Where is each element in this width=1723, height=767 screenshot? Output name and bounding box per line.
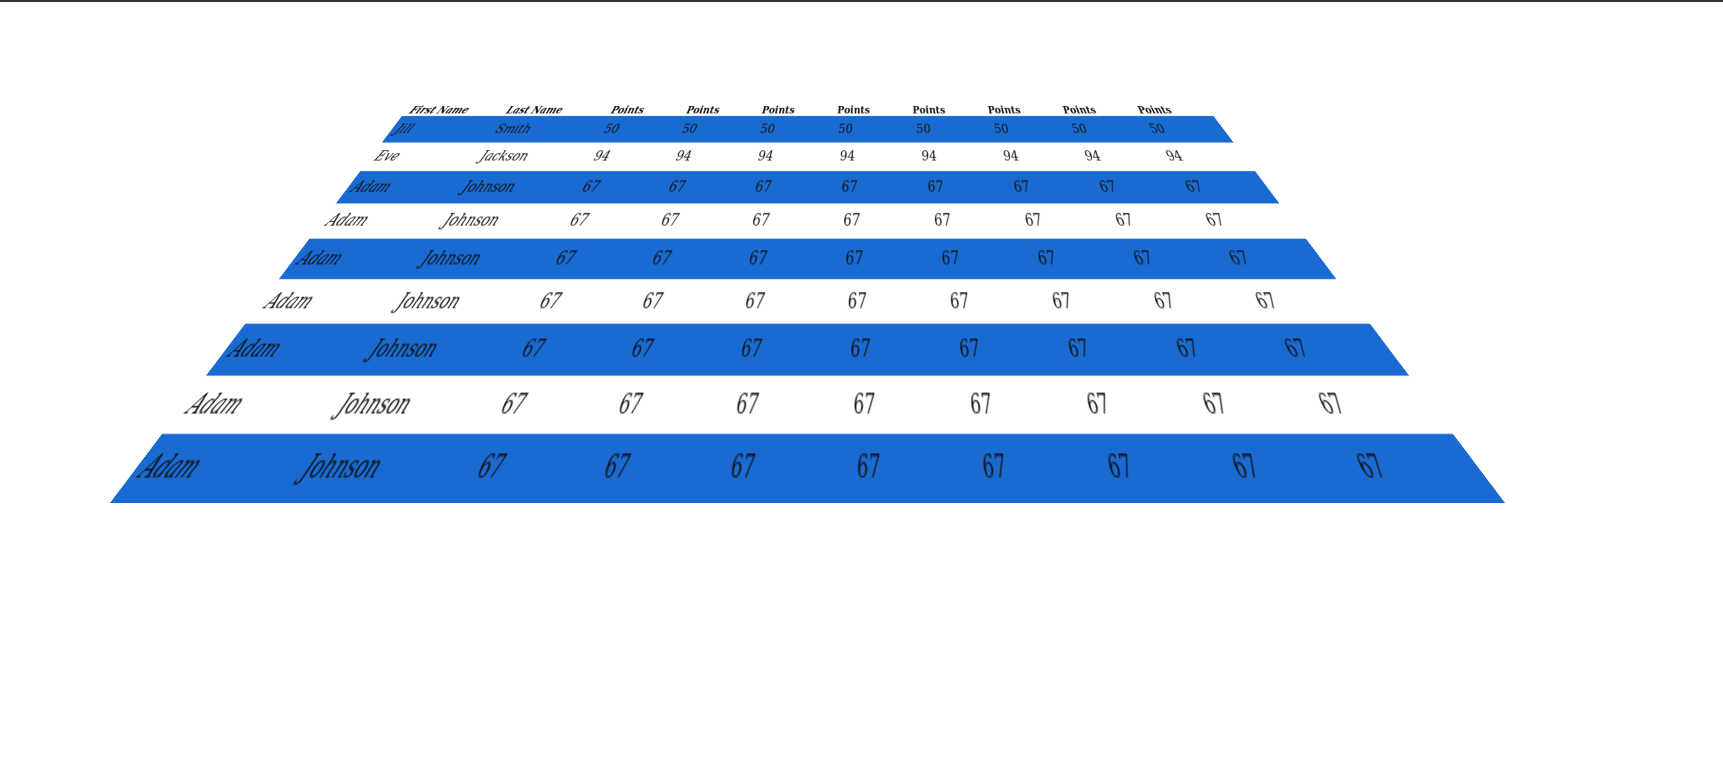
first-name-cell: Eve bbox=[360, 142, 484, 171]
points-cell: 67 bbox=[543, 239, 652, 279]
column-header: Points bbox=[681, 104, 758, 116]
points-cell: 50 bbox=[595, 116, 681, 142]
points-cell: 67 bbox=[727, 375, 848, 434]
table-row: Jill Smith 50 50 50 50 50 50 50 50 bbox=[382, 116, 1233, 142]
points-cell: 50 bbox=[985, 116, 1073, 142]
points-cell: 94 bbox=[1153, 142, 1255, 171]
points-cell: 67 bbox=[948, 324, 1070, 375]
points-cell: 67 bbox=[958, 375, 1090, 434]
points-cell: 67 bbox=[1171, 171, 1279, 203]
points-cell: 67 bbox=[720, 434, 851, 503]
points-cell: 67 bbox=[848, 434, 982, 503]
points-cell: 67 bbox=[606, 375, 733, 434]
points-cell: 50 bbox=[909, 116, 994, 142]
first-name-cell: Adam bbox=[279, 239, 429, 279]
points-cell: 67 bbox=[1003, 171, 1102, 203]
points-cell: 67 bbox=[845, 375, 969, 434]
points-cell: 67 bbox=[620, 324, 738, 375]
column-header: Points bbox=[981, 104, 1061, 116]
points-cell: 94 bbox=[584, 142, 675, 171]
points-cell: 67 bbox=[837, 203, 932, 239]
points-cell: 67 bbox=[742, 239, 841, 279]
points-cell: 67 bbox=[839, 239, 940, 279]
points-cell: 67 bbox=[526, 279, 642, 324]
points-cell: 67 bbox=[732, 324, 845, 375]
last-name-cell: Smith bbox=[484, 116, 605, 142]
table-row: Adam Johnson 67 67 67 67 67 67 67 67 bbox=[279, 239, 1336, 279]
points-cell: 67 bbox=[836, 171, 926, 203]
column-header: Last Name bbox=[499, 104, 609, 116]
points-cell: 67 bbox=[749, 171, 837, 203]
table-row: Adam Johnson 67 67 67 67 67 67 67 67 bbox=[245, 279, 1370, 324]
points-cell: 67 bbox=[737, 279, 842, 324]
points-cell: 67 bbox=[1014, 203, 1119, 239]
points-cell: 67 bbox=[459, 434, 606, 503]
first-name-cell: Adam bbox=[245, 279, 406, 324]
first-name-cell: Adam bbox=[336, 171, 468, 203]
points-cell: 50 bbox=[1137, 116, 1233, 142]
points-cell: 50 bbox=[754, 116, 834, 142]
column-header: Points bbox=[907, 104, 985, 116]
last-name-cell: Johnson bbox=[351, 324, 527, 375]
points-cell: 94 bbox=[752, 142, 836, 171]
points-cell: 67 bbox=[558, 203, 660, 239]
points-cell: 67 bbox=[969, 434, 1113, 503]
points-cell: 67 bbox=[926, 203, 1026, 239]
column-header: First Name bbox=[402, 104, 506, 116]
points-cell: 67 bbox=[745, 203, 838, 239]
table-row: Adam Johnson 67 67 67 67 67 67 67 67 bbox=[336, 171, 1279, 203]
table-header-row: First Name Last Name Points Points Points Poi… bbox=[402, 104, 1214, 116]
points-cell: 67 bbox=[485, 375, 620, 434]
points-cell: 67 bbox=[642, 239, 745, 279]
points-cell: 94 bbox=[914, 142, 1003, 171]
first-name-cell: Jill bbox=[382, 116, 499, 142]
last-name-cell: Johnson bbox=[406, 239, 559, 279]
points-cell: 94 bbox=[668, 142, 755, 171]
tilted-table-plane: First Name Last Name Points Points Points Poi… bbox=[110, 104, 1505, 503]
table-body: Jill Smith 50 50 50 50 50 50 50 50 Eve Jackson 94 94 9… bbox=[110, 116, 1505, 503]
last-name-cell: Johnson bbox=[429, 203, 572, 239]
points-cell: 67 bbox=[841, 279, 949, 324]
column-header: Points bbox=[605, 104, 684, 116]
points-cell: 94 bbox=[834, 142, 919, 171]
column-header: Points bbox=[1056, 104, 1138, 116]
points-table: First Name Last Name Points Points Points Poi… bbox=[110, 104, 1505, 503]
points-cell: 67 bbox=[507, 324, 632, 375]
points-cell: 50 bbox=[675, 116, 757, 142]
points-cell: 67 bbox=[572, 171, 668, 203]
last-name-cell: Johnson bbox=[317, 375, 507, 434]
table-row: Adam Johnson 67 67 67 67 67 67 67 67 bbox=[206, 324, 1409, 375]
points-cell: 67 bbox=[632, 279, 742, 324]
points-cell: 67 bbox=[932, 239, 1039, 279]
points-cell: 67 bbox=[590, 434, 727, 503]
column-header: Points bbox=[833, 104, 910, 116]
last-name-cell: Jackson bbox=[468, 142, 595, 171]
table-row: Eve Jackson 94 94 94 94 94 94 94 94 bbox=[360, 142, 1255, 171]
column-header: Points bbox=[757, 104, 833, 116]
table-row: Adam Johnson 67 67 67 67 67 67 67 67 bbox=[309, 203, 1306, 239]
points-cell: 67 bbox=[920, 171, 1014, 203]
last-name-cell: Johnson bbox=[449, 171, 584, 203]
points-cell: 67 bbox=[843, 324, 958, 375]
points-cell: 67 bbox=[940, 279, 1054, 324]
points-cell: 67 bbox=[660, 171, 751, 203]
table-row: Adam Johnson 67 67 67 67 67 67 67 67 bbox=[162, 375, 1454, 434]
points-cell: 94 bbox=[994, 142, 1087, 171]
table-row: Adam Johnson 67 67 67 67 67 67 67 67 bbox=[110, 434, 1505, 503]
first-name-cell: Adam bbox=[309, 203, 449, 239]
column-header: Points bbox=[1130, 104, 1213, 116]
points-cell: 67 bbox=[652, 203, 749, 239]
last-name-cell: Johnson bbox=[380, 279, 543, 324]
points-cell: 50 bbox=[833, 116, 914, 142]
